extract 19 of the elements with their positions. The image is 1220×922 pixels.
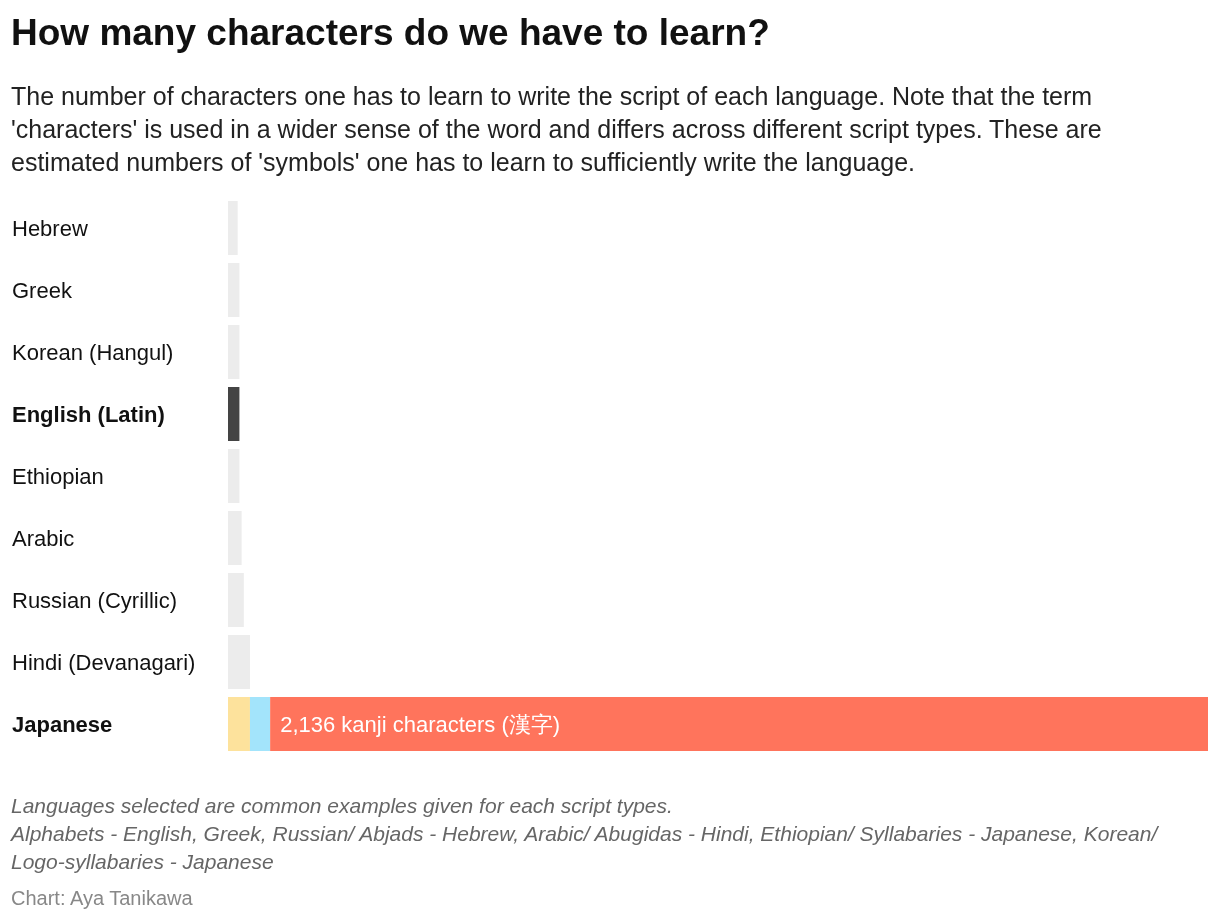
y-tick-label: Hebrew xyxy=(12,216,88,241)
text: Chart: Aya Tanikawa xyxy=(11,886,194,911)
y-tick-label: Ethiopian xyxy=(12,464,104,489)
y-tick-label: English (Latin) xyxy=(12,402,165,427)
y-tick-label: Japanese xyxy=(12,712,113,737)
bar xyxy=(270,697,1208,751)
bar xyxy=(228,387,240,441)
y-tick-label: Greek xyxy=(12,278,73,303)
y-tick-label: Russian (Cyrillic) xyxy=(12,588,178,613)
chart-title: How many characters do we have to learn? xyxy=(11,12,770,54)
bar xyxy=(249,697,271,751)
bar xyxy=(228,697,250,751)
text: Alphabets - English, Greek, Russian/ Abjads - Hebrew, Arabic/ Abugidas - Hindi, Ethiopian/ Syllabaries - Japanese, Korean/ Logo-syllabaries - Japanese xyxy=(11,821,1160,875)
y-tick-label: Korean (Hangul) xyxy=(12,340,174,365)
chart-subtitle: The number of characters one has to learn to write the script of each language. Note that the term 'characters' is used in a wider sense of the word and differs across different script types. These are estimated numbers of 'symbols' one has to learn to sufficiently write the language. xyxy=(11,81,1103,178)
y-tick-label: Hindi (Devanagari) xyxy=(12,650,196,675)
y-tick-label: Arabic xyxy=(12,526,75,551)
data-label: 2,136 kanji characters (漢字) xyxy=(280,712,561,737)
text: Languages selected are common examples given for each script types. xyxy=(11,793,674,819)
